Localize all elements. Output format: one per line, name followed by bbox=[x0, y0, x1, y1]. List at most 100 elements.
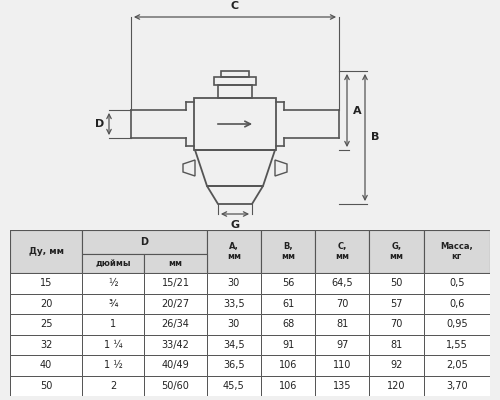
Text: D: D bbox=[95, 119, 104, 129]
Bar bbox=[370, 294, 424, 314]
Text: 0,95: 0,95 bbox=[446, 319, 468, 329]
Text: Масса,
кг: Масса, кг bbox=[440, 242, 473, 261]
Bar bbox=[144, 334, 206, 355]
Bar bbox=[315, 334, 370, 355]
Text: 68: 68 bbox=[282, 319, 294, 329]
Bar bbox=[315, 355, 370, 376]
Bar bbox=[82, 294, 144, 314]
Bar bbox=[315, 273, 370, 294]
Bar bbox=[206, 314, 261, 334]
Bar bbox=[424, 376, 490, 396]
Bar bbox=[206, 334, 261, 355]
Bar bbox=[10, 273, 82, 294]
Bar bbox=[315, 230, 370, 273]
Bar bbox=[206, 294, 261, 314]
Bar bbox=[144, 314, 206, 334]
Bar bbox=[315, 376, 370, 396]
Bar bbox=[261, 273, 315, 294]
Bar bbox=[370, 334, 424, 355]
Bar bbox=[424, 230, 490, 273]
Text: 33,5: 33,5 bbox=[223, 299, 244, 309]
Bar bbox=[206, 355, 261, 376]
Bar bbox=[370, 230, 424, 273]
Text: A,
мм: A, мм bbox=[227, 242, 241, 261]
Bar bbox=[144, 273, 206, 294]
Bar bbox=[144, 254, 206, 273]
Text: 45,5: 45,5 bbox=[223, 381, 244, 391]
Text: 50: 50 bbox=[40, 381, 52, 391]
Text: 1: 1 bbox=[110, 319, 116, 329]
Bar bbox=[10, 314, 82, 334]
Text: 25: 25 bbox=[40, 319, 52, 329]
Text: 1 ¼: 1 ¼ bbox=[104, 340, 122, 350]
Bar bbox=[424, 314, 490, 334]
Text: мм: мм bbox=[168, 259, 182, 268]
Text: 15/21: 15/21 bbox=[162, 278, 190, 288]
Bar bbox=[10, 355, 82, 376]
Bar bbox=[261, 355, 315, 376]
Text: 61: 61 bbox=[282, 299, 294, 309]
Text: дюймы: дюймы bbox=[96, 259, 131, 268]
Text: 20/27: 20/27 bbox=[162, 299, 190, 309]
Text: 30: 30 bbox=[228, 319, 240, 329]
Text: 1 ½: 1 ½ bbox=[104, 360, 122, 370]
Bar bbox=[10, 376, 82, 396]
Text: 64,5: 64,5 bbox=[332, 278, 353, 288]
Text: 97: 97 bbox=[336, 340, 348, 350]
Text: 3,70: 3,70 bbox=[446, 381, 468, 391]
Text: 0,5: 0,5 bbox=[449, 278, 464, 288]
Bar bbox=[194, 98, 276, 150]
Text: 2,05: 2,05 bbox=[446, 360, 468, 370]
Text: A: A bbox=[353, 106, 362, 116]
Text: 1,55: 1,55 bbox=[446, 340, 468, 350]
Text: 81: 81 bbox=[390, 340, 402, 350]
Text: 33/42: 33/42 bbox=[162, 340, 190, 350]
Bar bbox=[144, 376, 206, 396]
Bar bbox=[82, 334, 144, 355]
Text: 91: 91 bbox=[282, 340, 294, 350]
Text: 26/34: 26/34 bbox=[162, 319, 190, 329]
Bar bbox=[261, 294, 315, 314]
Bar bbox=[370, 355, 424, 376]
Text: G: G bbox=[230, 220, 239, 230]
Text: 70: 70 bbox=[336, 299, 348, 309]
Text: B: B bbox=[371, 132, 380, 142]
Text: 57: 57 bbox=[390, 299, 403, 309]
Bar bbox=[424, 273, 490, 294]
Text: 92: 92 bbox=[390, 360, 402, 370]
Bar bbox=[424, 294, 490, 314]
Text: 30: 30 bbox=[228, 278, 240, 288]
Text: D: D bbox=[140, 237, 148, 247]
Text: 106: 106 bbox=[279, 381, 297, 391]
Bar bbox=[261, 334, 315, 355]
Bar bbox=[221, 71, 249, 77]
Text: 50/60: 50/60 bbox=[162, 381, 190, 391]
Text: C,
мм: C, мм bbox=[336, 242, 349, 261]
Bar bbox=[218, 85, 252, 98]
Text: 110: 110 bbox=[333, 360, 351, 370]
Bar bbox=[82, 376, 144, 396]
Text: 135: 135 bbox=[333, 381, 351, 391]
Bar bbox=[82, 355, 144, 376]
Bar bbox=[261, 376, 315, 396]
Text: 120: 120 bbox=[388, 381, 406, 391]
Bar bbox=[214, 77, 256, 85]
Text: 32: 32 bbox=[40, 340, 52, 350]
Bar bbox=[315, 294, 370, 314]
Bar bbox=[206, 230, 261, 273]
Bar bbox=[10, 334, 82, 355]
Bar bbox=[370, 273, 424, 294]
Bar bbox=[261, 230, 315, 273]
Text: G,
мм: G, мм bbox=[390, 242, 404, 261]
Bar bbox=[82, 273, 144, 294]
Text: 36,5: 36,5 bbox=[223, 360, 244, 370]
Bar bbox=[261, 314, 315, 334]
Bar bbox=[424, 355, 490, 376]
Text: 70: 70 bbox=[390, 319, 402, 329]
Text: ¾: ¾ bbox=[108, 299, 118, 309]
Bar bbox=[82, 230, 206, 254]
Bar bbox=[206, 273, 261, 294]
Text: 2: 2 bbox=[110, 381, 116, 391]
Text: 56: 56 bbox=[282, 278, 294, 288]
Bar bbox=[424, 334, 490, 355]
